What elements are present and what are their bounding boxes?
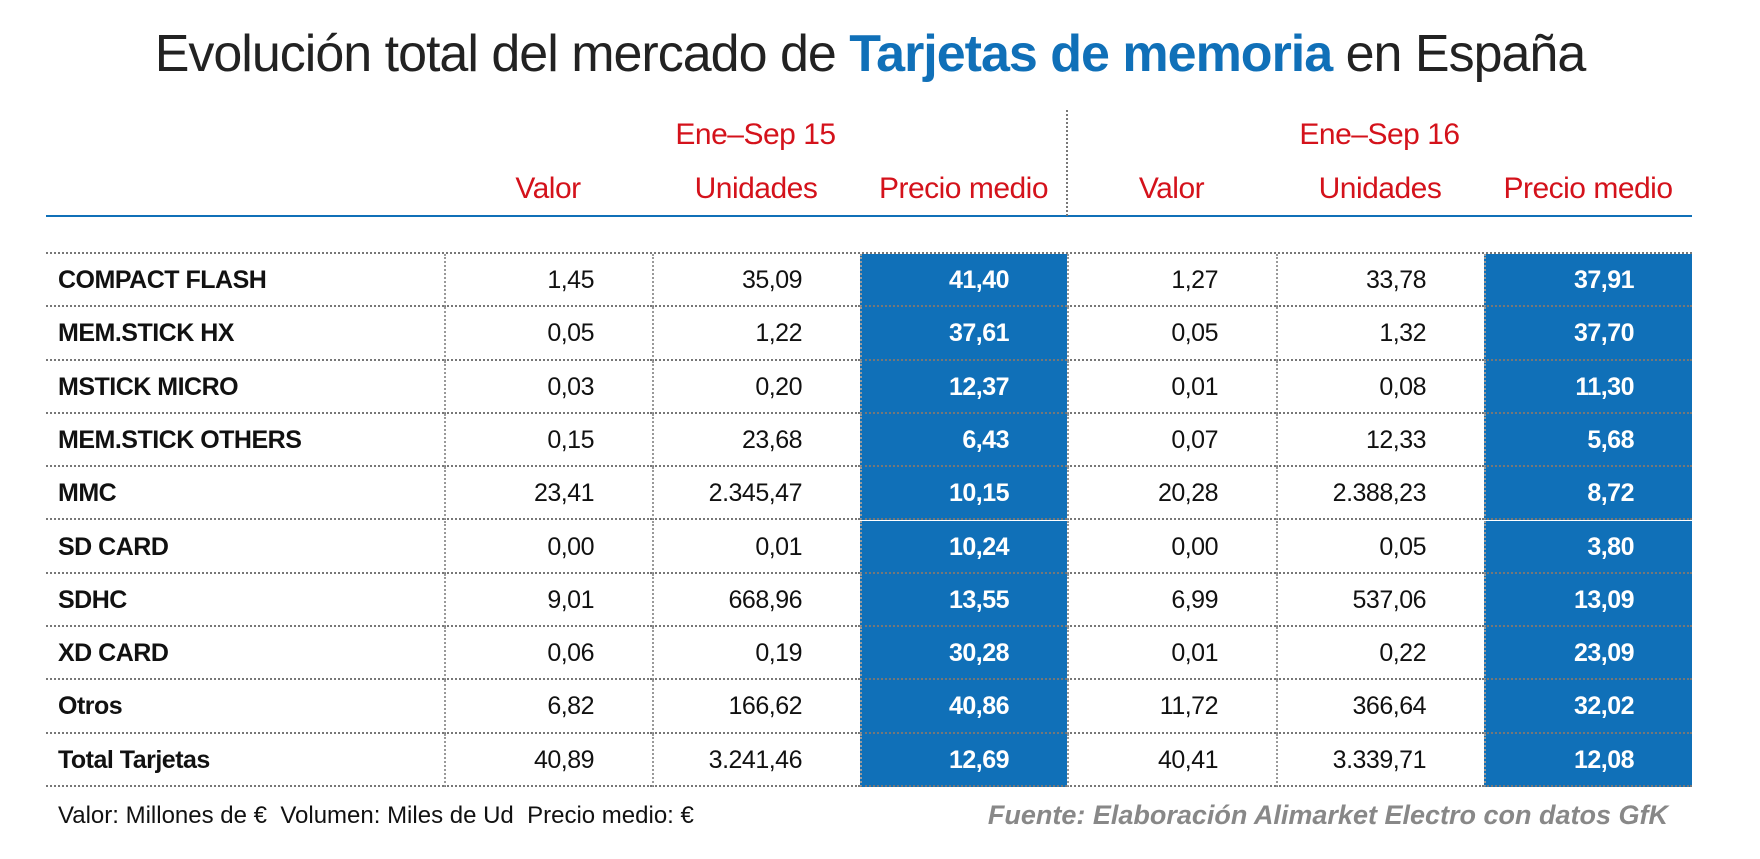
table-cell: 0,20 [652, 360, 860, 414]
table-cell: 5,68 [1484, 413, 1692, 468]
table-cell: 8,72 [1484, 467, 1692, 521]
footnote: Valor: Millones de € Volumen: Miles de U… [58, 802, 694, 829]
table-cell: 10,24 [860, 520, 1067, 574]
table-cell: 40,89 [444, 733, 652, 787]
row-label: Otros [46, 680, 444, 734]
row-label: SD CARD [46, 521, 444, 574]
table-cell: 166,62 [652, 680, 860, 734]
table-cell: 1,32 [1276, 307, 1484, 361]
table-cell: 12,33 [1276, 413, 1484, 468]
row-label: MEM.STICK HX [46, 307, 444, 361]
table-cell: 20,28 [1067, 467, 1276, 521]
table-cell: 11,30 [1484, 360, 1692, 414]
table-cell: 3,80 [1484, 520, 1692, 574]
table-cell: 0,00 [1067, 520, 1276, 574]
group-header: Ene–Sep 15 [675, 118, 836, 151]
table-cell: 13,09 [1484, 573, 1692, 628]
table-cell: 0,22 [1276, 627, 1484, 681]
title-highlight: Tarjetas de memoria [849, 25, 1333, 83]
column-header: Unidades [694, 172, 818, 205]
title-before: Evolución total del mercado de [154, 25, 837, 83]
table-cell: 1,45 [444, 254, 652, 308]
table-cell: 2.345,47 [652, 467, 860, 521]
column-header: Unidades [1318, 172, 1442, 205]
table-cell: 0,06 [444, 627, 652, 681]
table-cell: 1,22 [652, 307, 860, 361]
table-cell: 12,37 [860, 360, 1067, 414]
row-label: SDHC [46, 574, 444, 628]
table-cell: 35,09 [652, 254, 860, 308]
table-cell: 37,91 [1484, 254, 1692, 308]
group-divider [1066, 110, 1068, 216]
table-cell: 40,41 [1067, 733, 1276, 787]
table-cell: 0,01 [1067, 627, 1276, 681]
table-cell: 30,28 [860, 627, 1067, 681]
table-cell: 2.388,23 [1276, 467, 1484, 521]
column-header: Precio medio [1503, 172, 1673, 205]
source: Fuente: Elaboración Alimarket Electro co… [987, 800, 1668, 830]
row-label: MEM.STICK OTHERS [46, 414, 444, 468]
title-after: en España [1345, 25, 1587, 83]
table-cell: 0,05 [1067, 307, 1276, 361]
table-cell: 668,96 [652, 573, 860, 628]
table-cell: 37,61 [860, 307, 1067, 361]
table-cell: 3.339,71 [1276, 733, 1484, 787]
table-cell: 0,01 [1067, 360, 1276, 414]
group-header: Ene–Sep 16 [1299, 118, 1460, 151]
table-cell: 1,27 [1067, 254, 1276, 308]
row-label: Total Tarjetas [46, 734, 444, 787]
table-cell: 23,68 [652, 413, 860, 468]
table-cell: 537,06 [1276, 573, 1484, 628]
table-cell: 40,86 [860, 680, 1067, 734]
title: Evolución total del mercado de Tarjetas … [0, 24, 1740, 84]
table-cell: 13,55 [860, 573, 1067, 628]
table-cell: 366,64 [1276, 680, 1484, 734]
table-cell: 32,02 [1484, 680, 1692, 734]
table-cell: 33,78 [1276, 254, 1484, 308]
column-header: Valor [1138, 172, 1205, 205]
table-cell: 12,08 [1484, 733, 1692, 787]
table-cell: 0,08 [1276, 360, 1484, 414]
row-label: MMC [46, 467, 444, 521]
row-label: XD CARD [46, 627, 444, 681]
row-label: MSTICK MICRO [46, 361, 444, 414]
table-cell: 6,43 [860, 413, 1067, 468]
table-cell: 37,70 [1484, 307, 1692, 361]
table-cell: 11,72 [1067, 680, 1276, 734]
table-cell: 0,05 [444, 307, 652, 361]
table-cell: 0,19 [652, 627, 860, 681]
table-top-rule [46, 252, 1692, 254]
table-cell: 3.241,46 [652, 733, 860, 787]
table-cell: 0,01 [652, 520, 860, 574]
row-label: COMPACT FLASH [46, 254, 444, 308]
table-cell: 41,40 [860, 254, 1067, 308]
table-cell: 6,82 [444, 680, 652, 734]
table-cell: 0,07 [1067, 413, 1276, 468]
table-cell: 0,05 [1276, 520, 1484, 574]
table-cell: 23,09 [1484, 627, 1692, 681]
table-cell: 0,15 [444, 413, 652, 468]
header-rule [46, 215, 1692, 217]
table-cell: 23,41 [444, 467, 652, 521]
table-cell: 12,69 [860, 733, 1067, 787]
table-cell: 6,99 [1067, 573, 1276, 628]
table-cell: 0,00 [444, 520, 652, 574]
column-header: Valor [515, 172, 581, 205]
column-header: Precio medio [878, 172, 1049, 205]
table-cell: 10,15 [860, 467, 1067, 521]
table-cell: 9,01 [444, 573, 652, 628]
table-cell: 0,03 [444, 360, 652, 414]
